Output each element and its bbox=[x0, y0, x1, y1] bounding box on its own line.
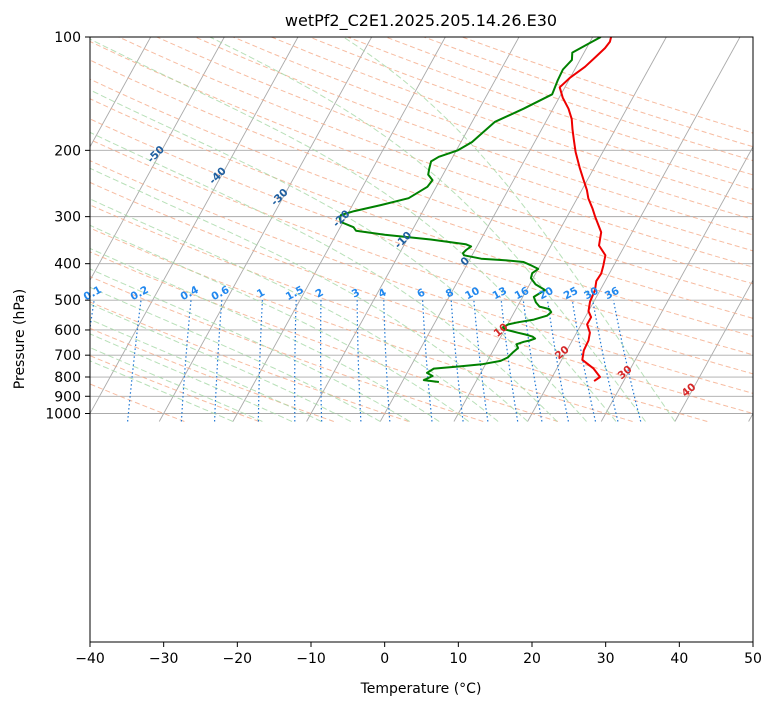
temperature-profile-line bbox=[558, 37, 613, 382]
y-tick-label: 500 bbox=[54, 293, 81, 309]
isotherm-line bbox=[90, 37, 225, 282]
y-tick-label: 900 bbox=[54, 389, 81, 405]
isotherm-line bbox=[674, 279, 753, 422]
x-axis-label: Temperature (°C) bbox=[360, 681, 482, 697]
moist-adiabat-line bbox=[90, 198, 499, 422]
isotherm-line bbox=[90, 37, 299, 415]
x-tick-label: 10 bbox=[449, 651, 467, 667]
mixing-ratio-label: 36 bbox=[603, 285, 622, 302]
isotherm-line bbox=[600, 145, 753, 422]
mixing-ratio-label: 25 bbox=[562, 285, 581, 302]
moist-adiabat-line bbox=[343, 37, 676, 422]
dry-adiabat-line bbox=[90, 98, 753, 337]
y-tick-label: 300 bbox=[54, 210, 81, 226]
y-tick-label: 400 bbox=[54, 257, 81, 273]
y-tick-label: 1000 bbox=[45, 407, 81, 423]
mixing-ratio-label: 6 bbox=[415, 287, 427, 301]
dry-adiabat-line bbox=[271, 37, 753, 205]
mixing-ratio-label: 10 bbox=[463, 285, 482, 302]
x-tick-label: −20 bbox=[223, 651, 253, 667]
moist-adiabat-line bbox=[90, 38, 617, 422]
dry-adiabat-line bbox=[233, 37, 753, 220]
moist-adiabat-line bbox=[90, 347, 263, 422]
isotherm-line bbox=[232, 37, 446, 422]
line-labels: 0.1 0.2 0.4 0.6 1 1.5 2 3 4 6 8 10 13 16 20 25 30 36-50-4… bbox=[82, 144, 699, 400]
moist-adiabat-line bbox=[90, 247, 440, 422]
moist-adiabat-line bbox=[90, 333, 293, 422]
isotherm-line bbox=[306, 37, 520, 422]
dry-adiabat-line bbox=[90, 118, 753, 356]
moist-adiabat-line bbox=[90, 131, 558, 422]
moist-adiabat-line bbox=[209, 37, 646, 422]
mixing-ratio-line bbox=[450, 300, 464, 422]
dry-adiabat-line bbox=[90, 383, 185, 422]
moist-adiabat-line bbox=[90, 286, 381, 422]
mixing-ratio-line bbox=[383, 300, 391, 422]
y-tick-label: 700 bbox=[54, 348, 81, 364]
y-axis-label: Pressure (hPa) bbox=[12, 289, 28, 389]
dry-adiabat-line bbox=[90, 59, 753, 302]
mixing-ratio-label: 30 bbox=[582, 285, 601, 302]
mixing-ratio-line bbox=[612, 300, 642, 422]
y-tick-label: 800 bbox=[54, 370, 81, 386]
dry-adiabat-line bbox=[90, 160, 753, 394]
dry-adiabat-line bbox=[90, 227, 633, 422]
axis-ticks: −40 −30 −20 −10 0 10 20 30 40 50 1000 900 800 700 600 5… bbox=[45, 30, 762, 667]
isotherm-line bbox=[379, 37, 594, 422]
mixing-ratio-label: 4 bbox=[376, 287, 388, 301]
moist-adiabat-line bbox=[90, 167, 528, 422]
x-tick-label: −30 bbox=[149, 651, 179, 667]
x-tick-label: 30 bbox=[597, 651, 615, 667]
chart-title: wetPf2_C2E1.2025.205.14.26.E30 bbox=[285, 11, 557, 31]
x-tick-label: −40 bbox=[75, 651, 105, 667]
moist-adiabat-line bbox=[90, 89, 587, 422]
plot-frame bbox=[89, 36, 754, 643]
dry-adiabat-line bbox=[90, 275, 484, 422]
dry-adiabat-line bbox=[90, 78, 753, 319]
y-tick-label: 600 bbox=[54, 323, 81, 339]
dry-adiabat-line bbox=[90, 355, 260, 422]
moist-adiabat-line bbox=[90, 318, 322, 422]
dry-adiabat-line bbox=[90, 40, 753, 285]
dry-adiabat-line bbox=[462, 37, 753, 134]
moist-adiabat-line bbox=[90, 360, 234, 422]
series-lines bbox=[338, 37, 613, 383]
mixing-ratio-line bbox=[356, 300, 362, 422]
isotherm-line bbox=[527, 37, 741, 422]
dewpoint-profile-line bbox=[338, 37, 602, 383]
background-lines bbox=[0, 37, 753, 422]
isotherm-line bbox=[158, 37, 373, 422]
dry-adiabat-line bbox=[194, 37, 753, 236]
y-tick-label: 200 bbox=[54, 143, 81, 159]
moist-adiabat-line bbox=[90, 268, 410, 422]
x-tick-label: 50 bbox=[744, 651, 762, 667]
y-tick-label: 100 bbox=[54, 30, 81, 46]
mixing-ratio-line bbox=[320, 300, 323, 422]
x-tick-label: 40 bbox=[670, 651, 688, 667]
mixing-ratio-line bbox=[500, 300, 519, 422]
moist-adiabat-line bbox=[90, 303, 352, 422]
isotherm-line bbox=[0, 37, 3, 421]
mixing-ratio-label: 1 bbox=[255, 287, 267, 301]
mixing-ratio-line bbox=[592, 300, 619, 422]
x-tick-label: 0 bbox=[380, 651, 389, 667]
dry-adiabat-line bbox=[90, 251, 559, 422]
moist-adiabat-line bbox=[90, 224, 469, 422]
dry-adiabat-line bbox=[90, 204, 708, 422]
isotherm-line bbox=[90, 37, 152, 148]
x-tick-label: −10 bbox=[296, 651, 326, 667]
dry-adiabat-line bbox=[156, 37, 753, 252]
dry-adiabat-line bbox=[385, 37, 753, 162]
x-tick-label: 20 bbox=[523, 651, 541, 667]
dry-adiabat-line bbox=[90, 181, 753, 415]
dry-adiabat-line bbox=[90, 138, 753, 375]
